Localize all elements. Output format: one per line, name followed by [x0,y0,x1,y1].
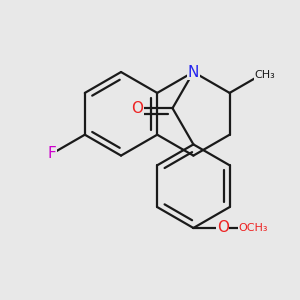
Text: F: F [48,146,57,161]
Text: OCH₃: OCH₃ [238,223,268,233]
Text: O: O [217,220,229,236]
Text: N: N [188,64,199,80]
Text: CH₃: CH₃ [254,70,275,80]
Text: O: O [131,101,143,116]
